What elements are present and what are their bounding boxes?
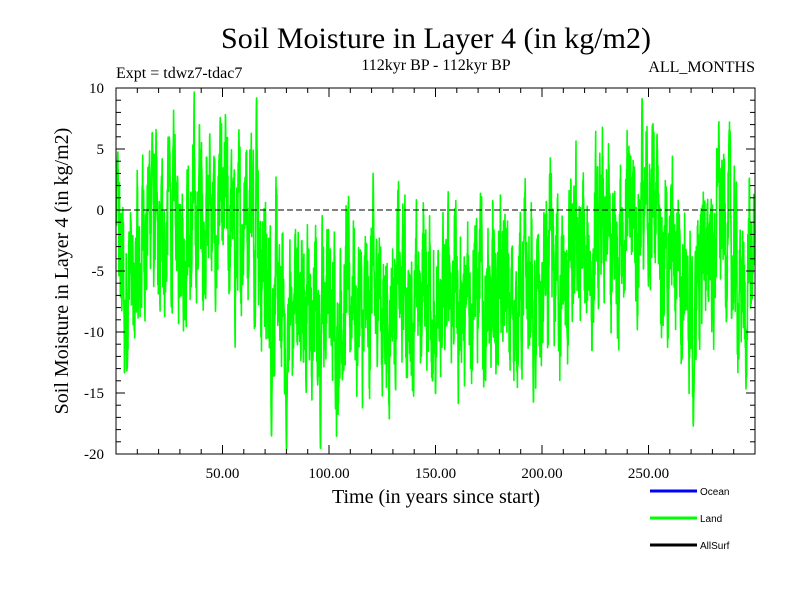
axes-layer xyxy=(116,88,755,454)
x-tick-label: 150.00 xyxy=(415,466,456,482)
series-line-land xyxy=(115,91,756,450)
chart-title: Soil Moisture in Layer 4 (in kg/m2) xyxy=(221,22,651,55)
y-tick-label: -15 xyxy=(84,386,104,402)
experiment-label: Expt = tdwz7-tdac7 xyxy=(116,65,242,82)
legend: Ocean Land AllSurf xyxy=(650,487,730,552)
x-axis-label: Time (in years since start) xyxy=(332,486,540,508)
tick-labels: 50.00 100.00 150.00 200.00 250.00 -20 -15 -10 -5… xyxy=(84,81,669,482)
period-label: 112kyr BP - 112kyr BP xyxy=(361,57,510,74)
y-tick-label: -5 xyxy=(92,264,105,280)
x-tick-label: 50.00 xyxy=(206,466,240,482)
series-layer xyxy=(115,91,756,450)
legend-label-ocean: Ocean xyxy=(700,487,729,498)
x-tick-label: 250.00 xyxy=(628,466,669,482)
x-tick-label: 100.00 xyxy=(308,466,349,482)
y-tick-label: 10 xyxy=(89,81,104,97)
months-label: ALL_MONTHS xyxy=(648,59,755,76)
y-tick-label: -10 xyxy=(84,325,104,341)
y-tick-label: 5 xyxy=(97,142,105,158)
y-tick-label: 0 xyxy=(97,203,105,219)
legend-label-land: Land xyxy=(700,514,722,525)
y-tick-label: -20 xyxy=(84,447,104,463)
y-axis-label: Soil Moisture in Layer 4 (in kg/m2) xyxy=(51,128,73,415)
plot-frame xyxy=(115,87,756,455)
legend-label-allsurf: AllSurf xyxy=(700,541,730,552)
x-tick-label: 200.00 xyxy=(521,466,562,482)
